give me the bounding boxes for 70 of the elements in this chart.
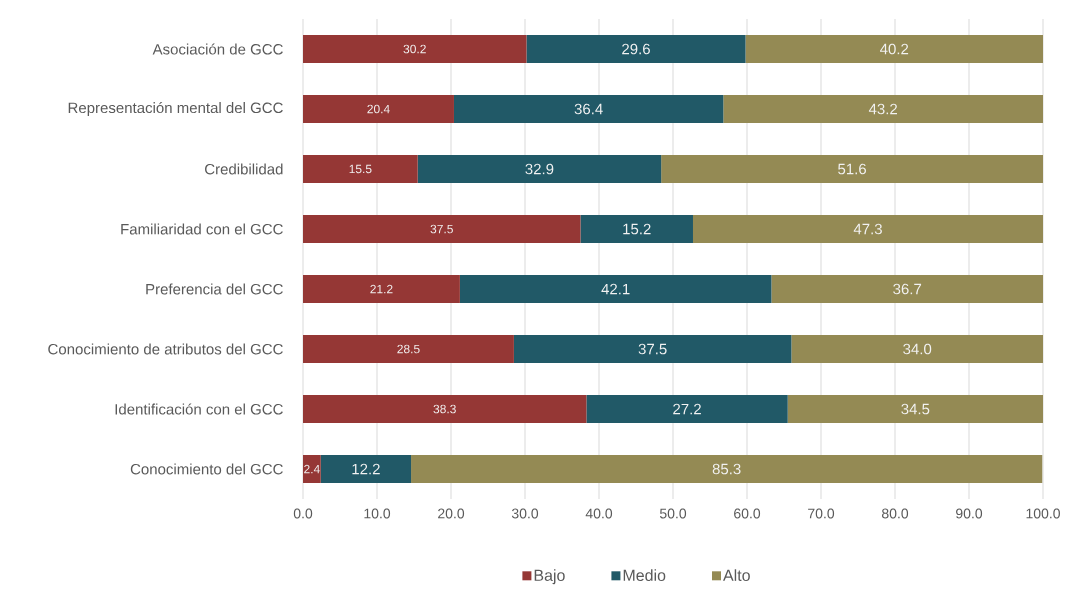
- data-label: 30.2: [403, 44, 426, 54]
- y-tick-label: Asociación de GCC: [152, 43, 283, 55]
- bar: [723, 95, 1044, 124]
- y-tick-label: Credibilidad: [205, 163, 283, 175]
- bar: [787, 395, 1044, 424]
- bar: [771, 275, 1044, 304]
- data-label: 29.6: [622, 43, 650, 55]
- y-tick-label: Identificación con el GCC: [115, 403, 283, 415]
- bar: [453, 95, 724, 124]
- x-tick-label: 30.0: [511, 508, 539, 519]
- data-label: 42.1: [601, 283, 630, 295]
- bar: [303, 335, 514, 364]
- data-label: 47.3: [853, 223, 882, 235]
- legend-label: Alto: [723, 569, 750, 582]
- x-tick-label: 80.0: [881, 508, 909, 519]
- bar: [526, 35, 746, 64]
- x-tick-label: 10.0: [364, 508, 391, 519]
- data-label: 38.3: [433, 404, 456, 414]
- x-tick-label: 20.0: [438, 508, 465, 519]
- bar: [513, 335, 792, 364]
- data-label: 37.5: [430, 224, 453, 234]
- data-label: 15.2: [623, 223, 651, 235]
- x-tick-label: 90.0: [956, 508, 983, 519]
- data-label: 21.2: [370, 284, 393, 294]
- x-tick-label: 100.0: [1026, 508, 1060, 519]
- data-label: 15.5: [349, 164, 372, 174]
- data-label: 36.7: [893, 283, 922, 295]
- data-label: 36.4: [574, 103, 603, 115]
- bar: [303, 395, 587, 424]
- bar: [459, 275, 772, 304]
- bar: [303, 215, 581, 244]
- y-tick-label: Preferencia del GCC: [146, 283, 283, 295]
- data-label: 34.5: [901, 403, 930, 415]
- bar: [791, 335, 1044, 364]
- data-label: 12.2: [352, 463, 380, 475]
- bar: [417, 155, 662, 184]
- data-label: 27.2: [673, 403, 701, 415]
- legend-label: Medio: [623, 569, 666, 582]
- data-label: 85.3: [712, 463, 741, 475]
- bar: [661, 155, 1044, 184]
- y-tick-label: Conocimiento de atributos del GCC: [48, 343, 283, 355]
- data-label: 34.0: [903, 343, 932, 355]
- legend-label: Bajo: [534, 569, 565, 585]
- bar: [303, 275, 460, 304]
- y-tick-label: Conocimiento del GCC: [130, 463, 283, 475]
- bar: [586, 395, 788, 424]
- x-tick-label: 40.0: [585, 508, 613, 519]
- x-tick-label: 60.0: [734, 508, 761, 519]
- bar: [411, 455, 1043, 484]
- data-label: 40.2: [880, 43, 909, 55]
- x-tick-label: 70.0: [808, 508, 835, 519]
- bar: [303, 155, 418, 184]
- data-label: 51.6: [838, 163, 867, 175]
- bar: [303, 35, 527, 64]
- data-label: 43.2: [868, 103, 898, 115]
- bar: [580, 215, 693, 244]
- bar: [320, 455, 412, 484]
- data-label: 28.5: [397, 344, 420, 354]
- data-label: 20.4: [367, 104, 390, 114]
- data-label: 32.9: [525, 163, 554, 175]
- x-tick-label: 50.0: [659, 508, 687, 519]
- bar: [303, 95, 454, 124]
- bar: [745, 35, 1044, 64]
- bar: [692, 215, 1044, 244]
- bar: [303, 455, 321, 484]
- data-label: 37.5: [638, 343, 667, 355]
- x-tick-label: 0.0: [293, 508, 313, 519]
- y-tick-label: Familiaridad con el GCC: [121, 223, 283, 235]
- data-label: 2.4: [304, 464, 320, 474]
- y-tick-label: Representación mental del GCC: [68, 101, 283, 117]
